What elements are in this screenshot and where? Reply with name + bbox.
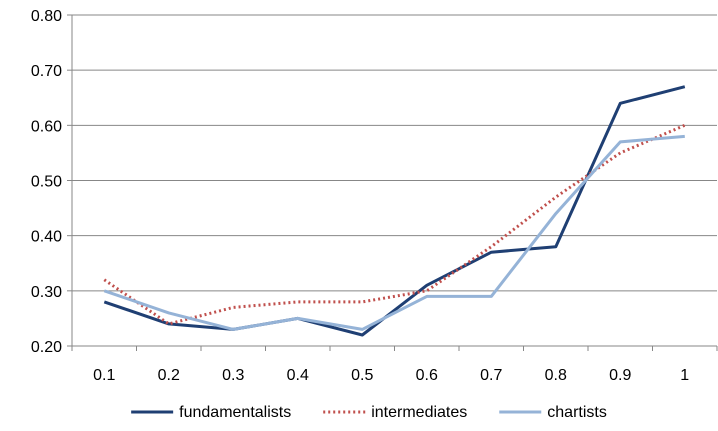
y-tick-label: 0.70: [31, 63, 62, 80]
x-tick-label: 0.6: [416, 367, 438, 384]
legend-label: chartists: [547, 404, 607, 421]
x-axis-tick-labels: 0.1 0.2 0.3 0.4 0.5 0.6 0.7 0.8 0.9 1: [93, 367, 689, 384]
x-tick-label: 0.5: [351, 367, 373, 384]
x-tick-label: 0.9: [609, 367, 631, 384]
y-tick-label: 0.60: [31, 118, 62, 135]
legend-label: fundamentalists: [179, 404, 291, 421]
x-tick-label: 1: [680, 367, 689, 384]
y-axis-tick-labels: 0.20 0.30 0.40 0.50 0.60 0.70 0.80: [31, 8, 62, 356]
x-tick-label: 0.8: [545, 367, 567, 384]
x-tick-label: 0.4: [287, 367, 309, 384]
y-tick-label: 0.20: [31, 339, 62, 356]
x-tick-label: 0.2: [158, 367, 180, 384]
y-tick-label: 0.30: [31, 284, 62, 301]
y-tick-label: 0.80: [31, 8, 62, 25]
y-tick-label: 0.40: [31, 229, 62, 246]
y-tick-label: 0.50: [31, 174, 62, 191]
series-line-chartists: [103, 134, 685, 331]
legend: fundamentalists intermediates chartists: [131, 404, 607, 421]
x-tick-label: 0.1: [93, 367, 115, 384]
gridlines: [72, 14, 717, 292]
x-tick-label: 0.3: [222, 367, 244, 384]
series-line-fundamentalists: [103, 85, 686, 337]
x-tick-label: 0.7: [480, 367, 502, 384]
axes: [67, 14, 718, 351]
series-lines: [103, 85, 686, 337]
legend-label: intermediates: [371, 404, 467, 421]
series-line-intermediates: [103, 123, 686, 326]
